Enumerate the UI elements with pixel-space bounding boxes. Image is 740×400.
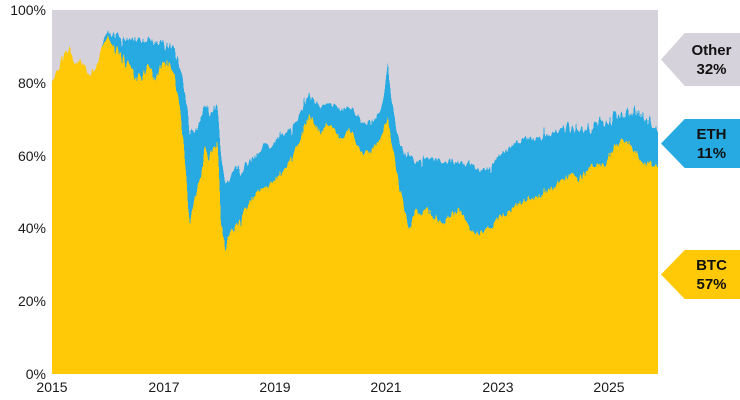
callout-btc-label: BTC xyxy=(696,256,727,274)
y-tick-0: 0% xyxy=(25,366,46,382)
x-tick-2017: 2017 xyxy=(148,379,180,395)
x-tick-2025: 2025 xyxy=(593,379,625,395)
plot-area xyxy=(52,10,658,374)
x-tick-2019: 2019 xyxy=(259,379,291,395)
callout-eth-value: 11% xyxy=(696,144,727,162)
x-tick-2021: 2021 xyxy=(370,379,402,395)
callout-eth: ETH 11% xyxy=(661,119,740,168)
callout-other-value: 32% xyxy=(696,60,727,78)
callout-btc: BTC 57% xyxy=(661,250,740,299)
y-tick-20: 20% xyxy=(17,293,46,309)
x-tick-2015: 2015 xyxy=(36,379,68,395)
y-tick-80: 80% xyxy=(17,75,46,91)
y-tick-40: 40% xyxy=(17,220,46,236)
x-tick-2023: 2023 xyxy=(482,379,514,395)
callout-eth-label: ETH xyxy=(696,125,727,143)
callout-other: Other 32% xyxy=(661,33,740,86)
btc-area xyxy=(52,34,658,374)
stacked-area-svg xyxy=(52,10,658,374)
y-tick-60: 60% xyxy=(17,148,46,164)
y-tick-100: 100% xyxy=(10,2,46,18)
callout-btc-value: 57% xyxy=(696,275,727,293)
callout-other-label: Other xyxy=(691,41,732,59)
